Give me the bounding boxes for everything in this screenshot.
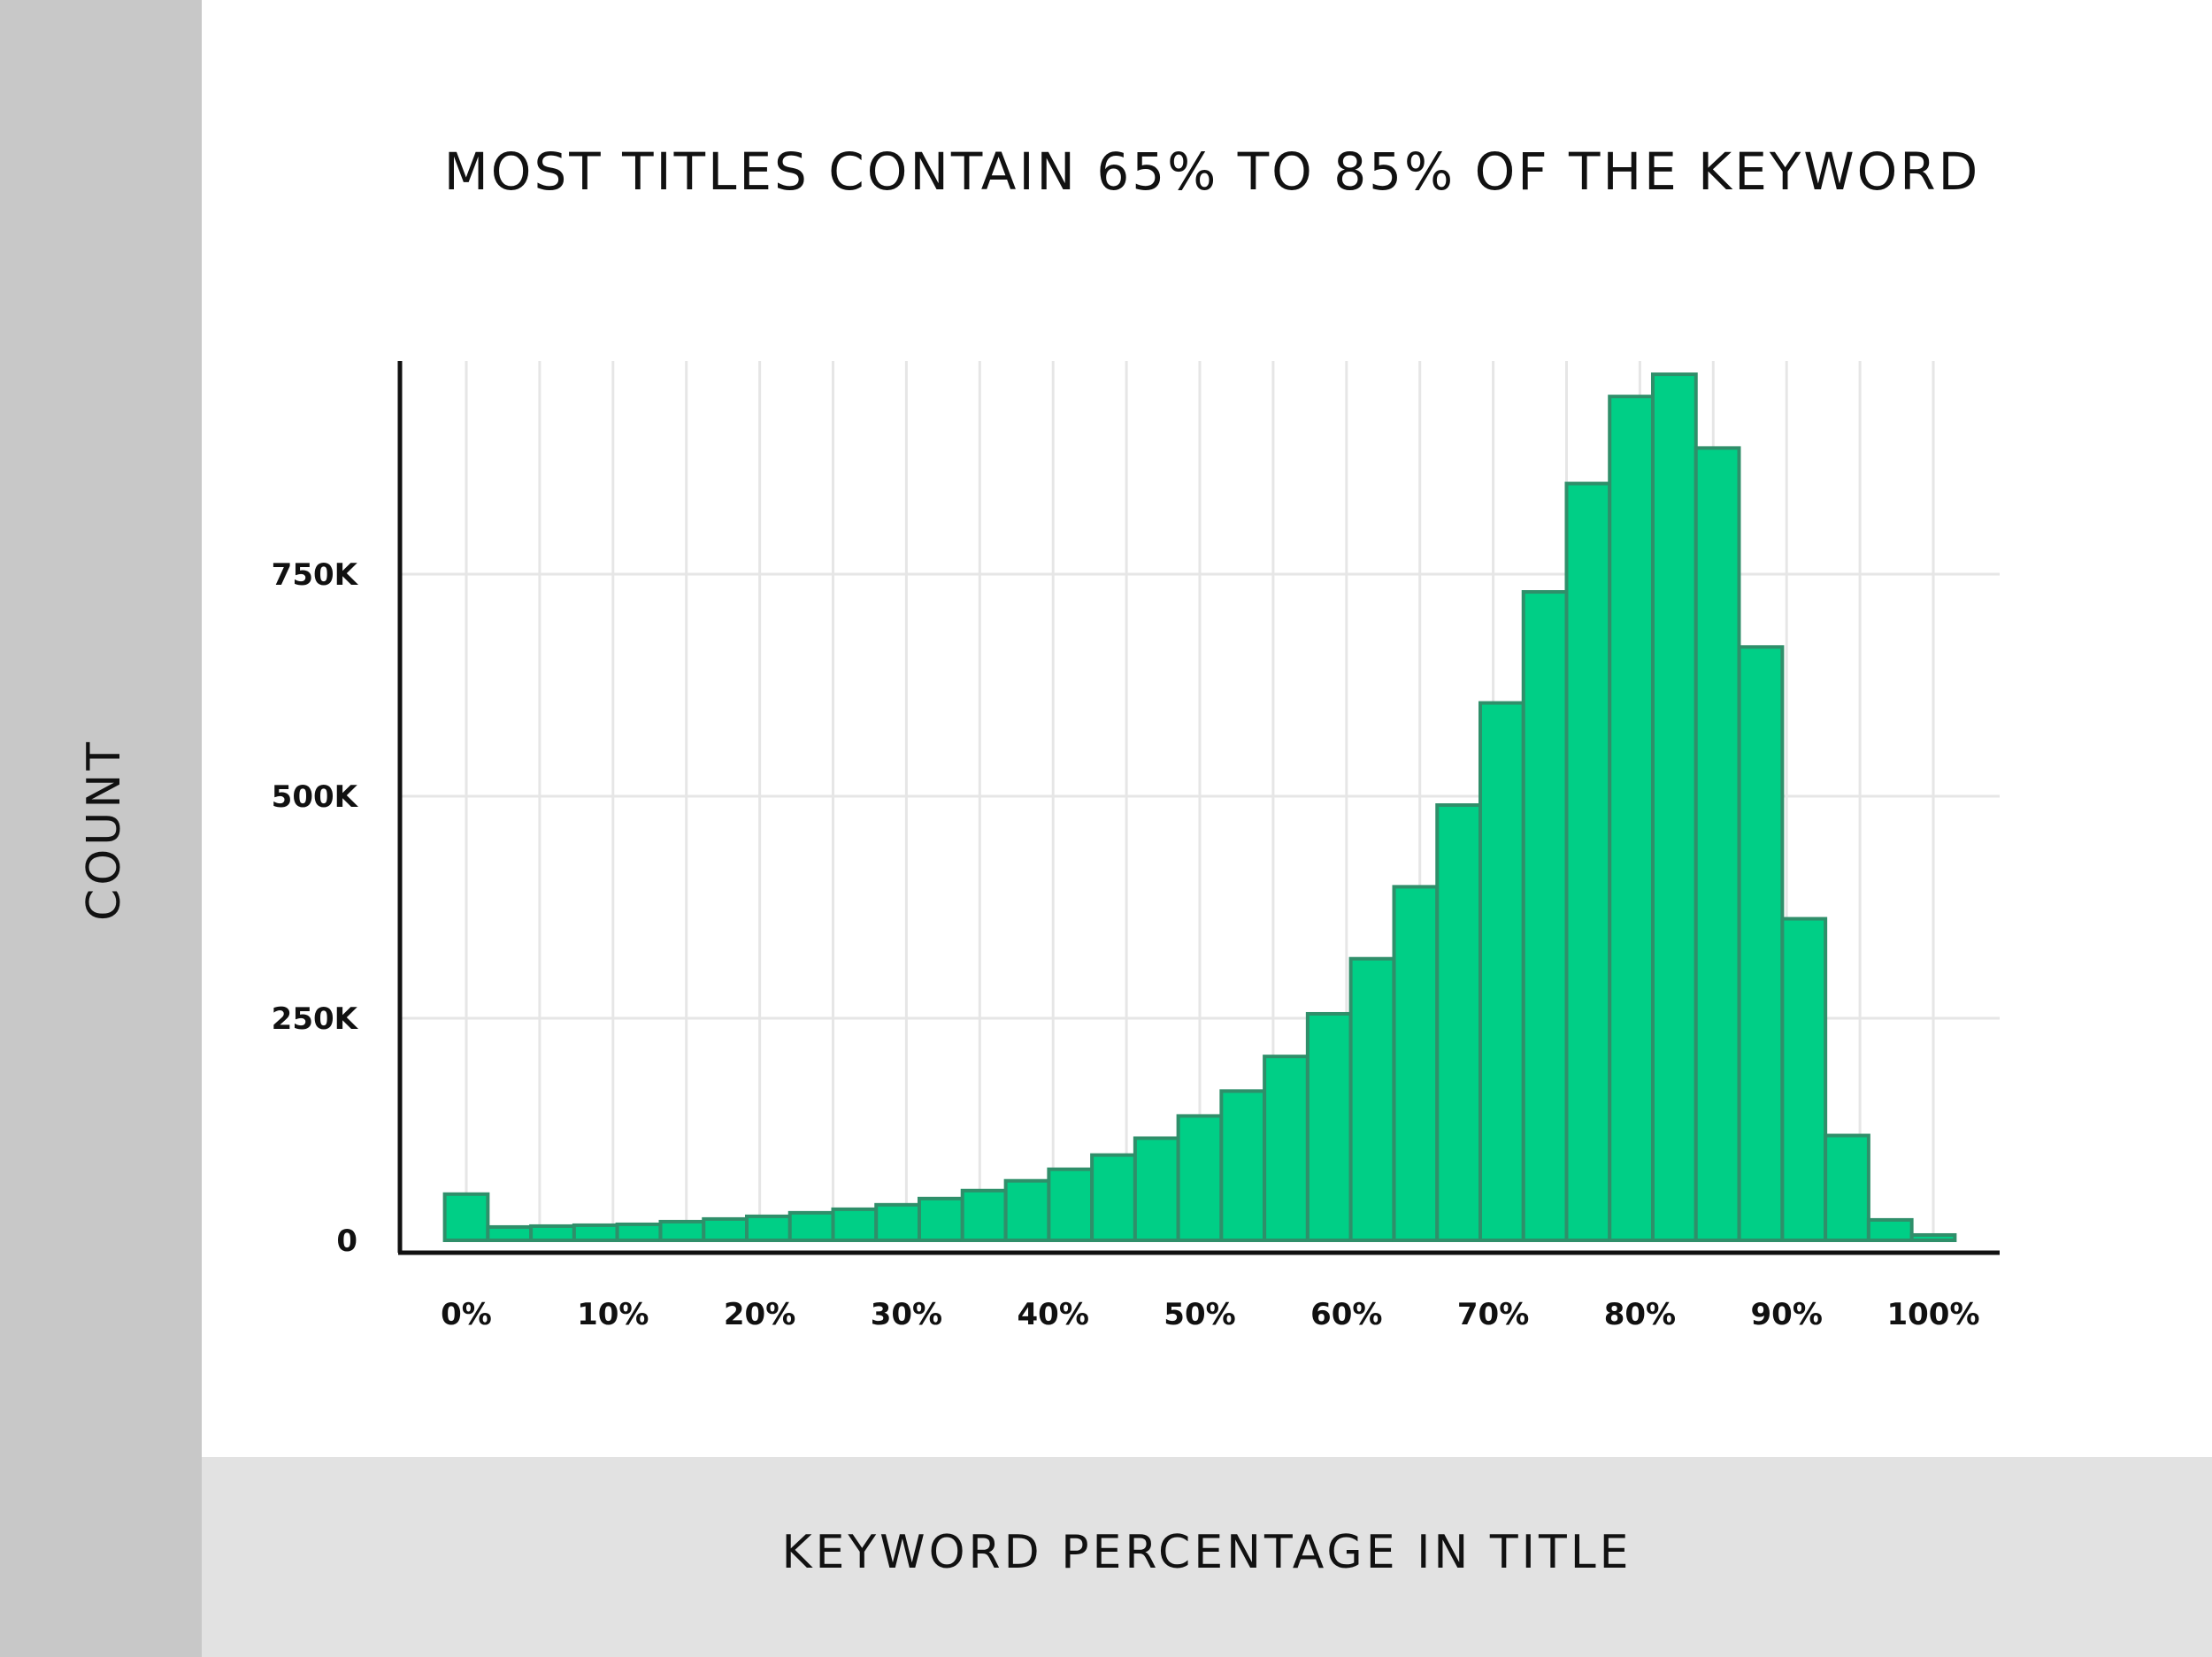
histogram-bar: [1090, 1153, 1137, 1242]
histogram-bar: [1133, 1136, 1180, 1243]
histogram-bar: [1824, 1133, 1870, 1242]
histogram-bar: [1305, 1011, 1353, 1243]
histogram-bar: [1564, 481, 1612, 1242]
histogram-bar: [745, 1214, 792, 1242]
chart-title: MOST TITLES CONTAIN 65% TO 85% OF THE KE…: [443, 142, 1981, 202]
histogram-bar: [658, 1219, 706, 1243]
y-tick-label: 500K: [272, 779, 359, 815]
axes: [397, 361, 2000, 1255]
x-tick-label: 80%: [1604, 1297, 1676, 1332]
histogram-bar: [960, 1188, 1008, 1242]
x-axis-label: KEYWORD PERCENTAGE IN TITLE: [781, 1526, 1632, 1579]
histogram-bar: [1479, 701, 1525, 1242]
x-axis-label-band: [202, 1457, 2212, 1657]
histogram-bar: [1694, 446, 1741, 1243]
histogram-bar: [1003, 1178, 1051, 1242]
x-tick-label: 70%: [1457, 1297, 1529, 1332]
histogram-bar: [917, 1196, 964, 1242]
x-tick-label: 90%: [1751, 1297, 1823, 1332]
y-tick-labels: 0 250K 500K 750K: [272, 557, 359, 1259]
histogram-bar: [831, 1207, 879, 1243]
x-tick-label: 0%: [441, 1297, 492, 1332]
histogram-bar: [702, 1216, 749, 1243]
y-tick-label: 750K: [272, 557, 359, 593]
x-tick-label: 60%: [1310, 1297, 1382, 1332]
histogram-bar: [1780, 917, 1828, 1242]
histogram-bar: [1435, 803, 1483, 1242]
histogram-bar: [1219, 1089, 1267, 1242]
y-tick-label: 0: [336, 1224, 357, 1259]
histogram-bar: [486, 1224, 534, 1243]
histogram-bar: [442, 1192, 490, 1243]
x-tick-label: 20%: [724, 1297, 795, 1332]
histogram-bar: [1176, 1114, 1224, 1242]
x-tick-label: 50%: [1164, 1297, 1235, 1332]
histogram-bar: [1392, 885, 1440, 1242]
x-tick-labels: 0% 10% 20% 30% 40% 50% 60% 70% 80% 90% 100%: [441, 1297, 1979, 1332]
histogram-bar: [1737, 645, 1785, 1242]
histogram-bar: [1866, 1217, 1914, 1243]
histogram-bars: [442, 372, 1957, 1243]
histogram-bar: [1521, 590, 1569, 1242]
histogram-bar: [874, 1202, 921, 1242]
x-tick-label: 100%: [1886, 1297, 1979, 1332]
y-axis-label-band: [0, 0, 202, 1657]
histogram-bar: [1047, 1167, 1094, 1242]
histogram-bar: [572, 1223, 619, 1242]
x-tick-label: 40%: [1018, 1297, 1089, 1332]
y-tick-label: 250K: [272, 1001, 359, 1037]
histogram-bar: [1263, 1055, 1310, 1243]
histogram-bar: [1348, 956, 1396, 1243]
histogram-bar: [1650, 372, 1698, 1242]
x-tick-label: 30%: [871, 1297, 942, 1332]
x-tick-label: 10%: [577, 1297, 649, 1332]
histogram-bar: [615, 1222, 663, 1242]
histogram-bar: [787, 1210, 835, 1243]
histogram-bar: [1608, 395, 1655, 1242]
histogram-bar: [529, 1224, 576, 1242]
histogram-bar: [1909, 1232, 1957, 1242]
